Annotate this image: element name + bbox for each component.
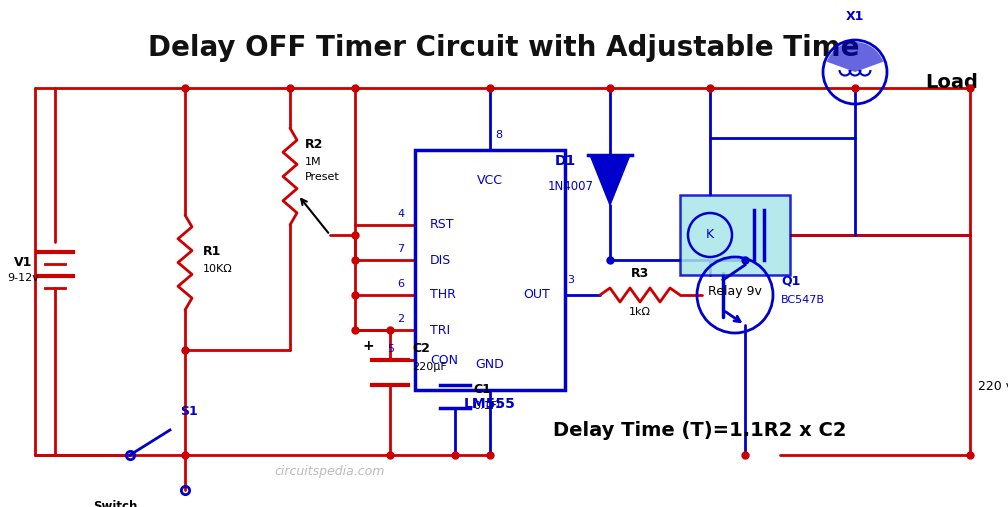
Text: R1: R1: [203, 245, 222, 258]
Text: 0.1F: 0.1F: [473, 401, 497, 411]
Text: 3: 3: [566, 275, 574, 285]
Text: 220μF: 220μF: [412, 362, 447, 372]
Text: Load: Load: [925, 73, 978, 91]
Text: D1: D1: [555, 154, 577, 168]
Text: circuitspedia.com: circuitspedia.com: [275, 465, 385, 479]
Text: DIS: DIS: [430, 254, 452, 267]
Text: CON: CON: [430, 353, 458, 367]
Text: Switch: Switch: [93, 500, 137, 507]
Text: RST: RST: [430, 219, 455, 232]
Text: C1: C1: [473, 383, 491, 396]
Text: OUT: OUT: [523, 288, 550, 302]
Text: R2: R2: [305, 138, 324, 151]
Text: K: K: [706, 229, 714, 241]
Wedge shape: [827, 42, 883, 72]
Text: C2: C2: [412, 342, 429, 355]
Text: Delay Time (T)=1.1R2 x C2: Delay Time (T)=1.1R2 x C2: [553, 420, 847, 440]
FancyBboxPatch shape: [415, 150, 565, 390]
Text: 1M: 1M: [305, 157, 322, 167]
Text: VCC: VCC: [477, 173, 503, 187]
Text: 8: 8: [495, 130, 502, 140]
Text: V1: V1: [14, 256, 32, 269]
Text: +: +: [362, 339, 374, 353]
Text: GND: GND: [476, 358, 504, 372]
Text: 1kΩ: 1kΩ: [629, 307, 651, 317]
Text: THR: THR: [430, 288, 456, 302]
Text: LM555: LM555: [464, 397, 516, 411]
Text: 4: 4: [397, 209, 404, 219]
Text: 7: 7: [397, 244, 404, 254]
Text: Q1: Q1: [781, 275, 800, 288]
Text: 5: 5: [387, 344, 394, 354]
Text: 9-12v: 9-12v: [7, 273, 39, 283]
FancyBboxPatch shape: [680, 195, 790, 275]
Text: 220 v AC: 220 v AC: [978, 380, 1008, 393]
Text: X1: X1: [846, 10, 864, 23]
Text: Relay 9v: Relay 9v: [708, 285, 762, 298]
Text: TRI: TRI: [430, 323, 451, 337]
Text: R3: R3: [631, 267, 649, 280]
Text: 6: 6: [397, 279, 404, 289]
Text: BC547B: BC547B: [781, 295, 825, 305]
Text: 2: 2: [397, 314, 404, 324]
Text: 1: 1: [495, 400, 502, 410]
Text: S1: S1: [180, 405, 198, 418]
Text: Preset: Preset: [305, 172, 340, 182]
Text: 1N4007: 1N4007: [548, 180, 594, 193]
Text: 10KΩ: 10KΩ: [203, 264, 233, 274]
Text: Delay OFF Timer Circuit with Adjustable Time: Delay OFF Timer Circuit with Adjustable …: [148, 34, 860, 62]
Polygon shape: [590, 155, 630, 205]
